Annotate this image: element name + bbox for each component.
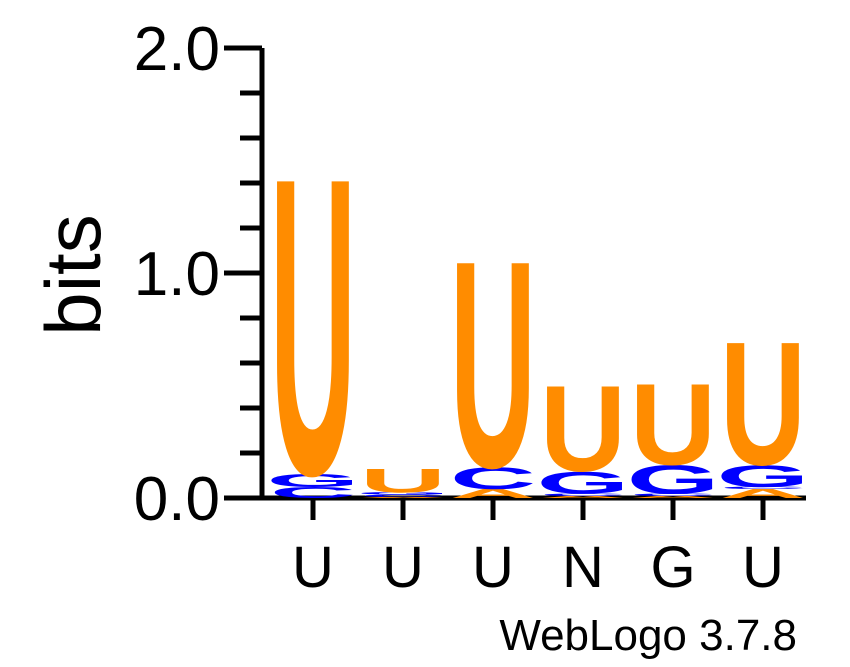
logo-letter-U: U xyxy=(720,305,806,502)
x-tick-label: N xyxy=(562,535,604,600)
logo-letter-C: C xyxy=(360,494,446,497)
logo-letter-A: A xyxy=(360,497,446,499)
logo-letter-G: G xyxy=(717,458,810,493)
y-tick-label: 2.0 xyxy=(134,15,220,84)
x-tick-label: U xyxy=(472,535,514,600)
x-tick-label: U xyxy=(292,535,334,600)
logo-letter-G: G xyxy=(267,470,360,491)
footer-credit: WebLogo 3.7.8 xyxy=(499,611,797,660)
logo-letter-U: U xyxy=(540,360,626,498)
x-tick-label: U xyxy=(382,535,424,600)
y-tick-label: 0.0 xyxy=(134,465,220,534)
y-axis-label: bits xyxy=(29,214,117,335)
logo-letter-C: C xyxy=(720,486,806,489)
logo-letter-A: A xyxy=(540,495,626,498)
logo-letter-C: C xyxy=(450,461,536,496)
logo-letter-C: C xyxy=(630,493,716,496)
x-tick-label: G xyxy=(650,535,695,600)
logo-letter-G: G xyxy=(357,492,450,495)
logo-letter-U: U xyxy=(630,359,716,489)
logo-letter-U: U xyxy=(270,91,356,565)
logo-letter-A: A xyxy=(450,487,536,501)
logo-letter-G: G xyxy=(537,465,630,500)
logo-letter-G: G xyxy=(627,456,720,502)
y-tick-label: 1.0 xyxy=(134,240,220,309)
logo-letter-A: A xyxy=(720,487,806,501)
axes xyxy=(224,45,806,520)
logo-letter-C: C xyxy=(270,484,356,502)
logo-letter-U: U xyxy=(450,199,536,529)
logo-letter-A: A xyxy=(630,495,716,498)
logo-letter-U: U xyxy=(360,461,446,500)
x-tick-label: U xyxy=(742,535,784,600)
logo-letter-C: C xyxy=(540,493,626,496)
